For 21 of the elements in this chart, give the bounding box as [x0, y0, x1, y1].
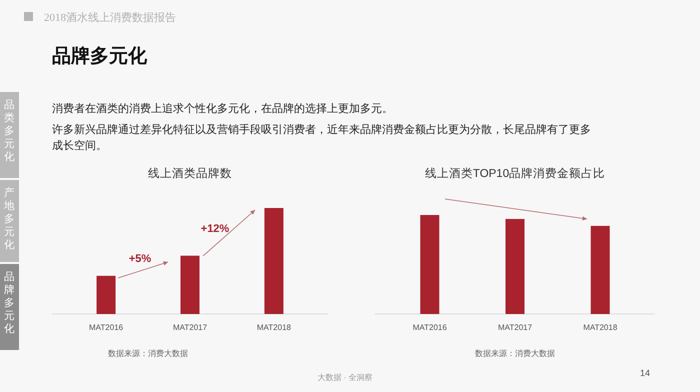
x-tick-label: MAT2018 — [583, 323, 618, 332]
text: 品牌多元化 — [52, 45, 148, 67]
x-tick-label: MAT2017 — [498, 323, 533, 332]
text: 14 — [640, 368, 650, 378]
text: 品类多元化 — [4, 99, 15, 163]
annotation: +5% — [128, 253, 152, 265]
source-note: 数据来源：消费大数据 — [108, 349, 188, 358]
text: 2018酒水线上消费数据报告 — [44, 11, 176, 24]
x-tick-label: MAT2016 — [412, 323, 448, 332]
x-tick-label: MAT2017 — [172, 323, 208, 332]
text: 许多新兴品牌通过差异化特征以及营销手段吸引消费者，近年来品牌消费金额占比更为分散，长尾品牌有了更多成长空间。 — [52, 123, 591, 152]
x-tick-label: MAT2018 — [256, 323, 292, 332]
chart-title: 线上酒类品牌数 — [148, 167, 232, 180]
text: 大数据 · 全洞察 — [317, 373, 373, 382]
text: 品牌多元化 — [4, 271, 15, 335]
annotation: +12% — [200, 223, 230, 235]
text: 产地多元化 — [3, 186, 15, 251]
source-note: 数据来源：消费大数据 — [475, 349, 555, 358]
x-tick-label: MAT2016 — [89, 323, 124, 332]
text: 消费者在酒类的消费上追求个性化多元化，在品牌的选择上更加多元。 — [52, 102, 393, 115]
chart-title: 线上酒类TOP10品牌消费金额占比 — [424, 166, 606, 180]
